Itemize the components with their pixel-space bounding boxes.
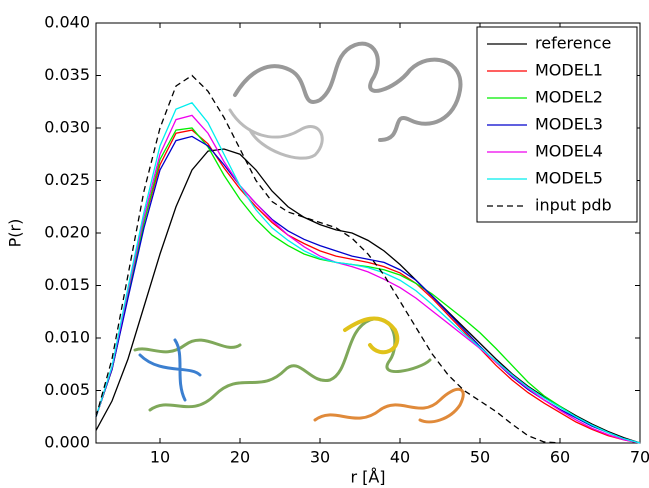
legend-label: MODEL3 [535, 115, 603, 134]
legend-label: MODEL2 [535, 88, 603, 107]
legend-label: reference [535, 34, 611, 53]
series-line [95, 129, 641, 444]
x-tick-label: 70 [630, 448, 649, 467]
x-tick-label: 50 [470, 448, 490, 467]
protein-illustration [133, 41, 465, 424]
y-tick-label: 0.035 [44, 65, 90, 84]
x-tick-label: 10 [150, 448, 170, 467]
y-tick-label: 0.005 [44, 380, 90, 399]
y-tick-label: 0.000 [44, 433, 90, 452]
y-tick-label: 0.015 [44, 275, 90, 294]
series-line [95, 74, 561, 444]
series-line [95, 114, 641, 444]
y-tick-label: 0.020 [44, 223, 90, 242]
y-tick-label: 0.030 [44, 118, 90, 137]
legend-label: MODEL1 [535, 61, 603, 80]
y-axis-label: P(r) [6, 219, 25, 248]
series-line [95, 102, 641, 444]
x-tick-label: 20 [230, 448, 250, 467]
x-tick-label: 30 [310, 448, 330, 467]
y-tick-label: 0.025 [44, 170, 90, 189]
x-tick-label: 60 [550, 448, 570, 467]
legend-label: MODEL5 [535, 169, 603, 188]
series-line [95, 127, 641, 444]
legend-label: MODEL4 [535, 142, 603, 161]
legend-label: input pdb [535, 196, 612, 215]
y-tick-label: 0.040 [44, 13, 90, 32]
x-tick-label: 40 [390, 448, 410, 467]
x-axis-label: r [Å] [350, 468, 385, 487]
y-tick-label: 0.010 [44, 328, 90, 347]
